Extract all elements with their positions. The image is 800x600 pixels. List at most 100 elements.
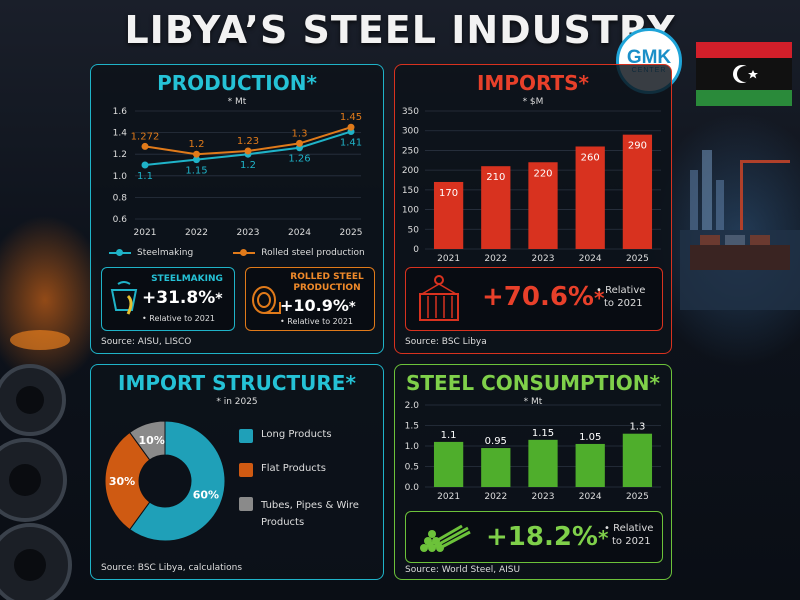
donut-slice bbox=[129, 420, 166, 461]
consumption-data-label: 1.3 bbox=[629, 422, 645, 433]
production-x-tick: 2024 bbox=[288, 228, 311, 238]
rolled-stat-card: ROLLED STEEL PRODUCTION +10.9%* • Relati… bbox=[245, 267, 375, 331]
import-structure-panel: IMPORT STRUCTURE* * in 2025 60% 30% 10% Lo… bbox=[90, 364, 384, 580]
production-data-point bbox=[141, 161, 149, 169]
production-data-label: 1.23 bbox=[237, 136, 259, 147]
production-data-point bbox=[244, 147, 252, 155]
structure-legend: Long Products Flat Products Tubes, Pipes… bbox=[239, 429, 379, 551]
production-data-label: 1.45 bbox=[340, 112, 362, 123]
consumption-source: Source: World Steel, AISU bbox=[405, 565, 521, 575]
legend-tubes-swatch bbox=[239, 497, 253, 511]
imports-x-tick: 2024 bbox=[579, 254, 602, 263]
legend-rolled-swatch bbox=[233, 249, 256, 256]
consumption-y-tick: 1.5 bbox=[405, 422, 419, 432]
donut-slice bbox=[129, 420, 226, 542]
imports-y-tick: 0 bbox=[413, 245, 419, 255]
consumption-bar bbox=[575, 443, 605, 487]
imports-title: IMPORTS* bbox=[476, 71, 589, 95]
consumption-y-tick: 2.0 bbox=[405, 401, 420, 411]
imports-y-tick: 200 bbox=[402, 166, 419, 176]
page-title: LIBYA’S STEEL INDUSTRY bbox=[124, 8, 676, 52]
production-data-label: 1.2 bbox=[240, 160, 256, 171]
consumption-bar bbox=[481, 448, 511, 487]
imports-panel: IMPORTS* * $M 0 50 100 150 200 250 300 350 170 20… bbox=[394, 64, 672, 354]
port-skyline-image bbox=[680, 150, 800, 310]
coil-icon bbox=[252, 286, 281, 314]
imports-x-tick: 2023 bbox=[532, 254, 555, 263]
container-icon bbox=[419, 275, 459, 321]
production-source: Source: AISU, LISCO bbox=[101, 337, 192, 347]
imports-x-tick: 2022 bbox=[484, 254, 507, 263]
imports-x-tick: 2021 bbox=[437, 254, 460, 263]
production-line-chart: 0.6 0.8 1.0 1.2 1.4 1.6 2021 2022 2023 2024 2025 1.… bbox=[113, 107, 363, 238]
imports-unit: * $M bbox=[522, 97, 544, 107]
imports-y-tick: 350 bbox=[402, 107, 419, 117]
production-data-point bbox=[296, 139, 303, 147]
consumption-stat-relative-2: to 2021 bbox=[612, 536, 651, 547]
consumption-panel: STEEL CONSUMPTION* * Mt 0.0 0.5 1.0 1.5 2.0 1… bbox=[394, 364, 672, 580]
consumption-bar bbox=[622, 433, 653, 487]
imports-bar bbox=[433, 181, 464, 249]
consumption-stat-star: * bbox=[598, 526, 609, 550]
imports-y-tick: 250 bbox=[402, 146, 419, 156]
imports-bar bbox=[575, 146, 605, 249]
production-data-label: 1.1 bbox=[137, 171, 153, 182]
donut-slice-label: 10% bbox=[139, 434, 165, 447]
production-panel: PRODUCTION * * Mt 0.6 0.8 1.0 1.2 1.4 1.6 2021 2… bbox=[90, 64, 384, 354]
legend-flat-swatch bbox=[239, 463, 253, 477]
imports-y-tick: 150 bbox=[402, 186, 419, 196]
production-y-tick: 1.6 bbox=[113, 107, 128, 117]
production-data-point bbox=[347, 123, 355, 131]
imports-data-label: 290 bbox=[628, 141, 647, 152]
steelmaking-stat-card: STEELMAKING +31.8%* • Relative to 2021 bbox=[101, 267, 235, 331]
production-unit: * Mt bbox=[227, 97, 247, 107]
production-y-tick: 0.6 bbox=[113, 215, 128, 225]
production-x-tick: 2021 bbox=[134, 228, 157, 238]
production-y-tick: 1.0 bbox=[113, 172, 128, 182]
consumption-bar bbox=[433, 441, 464, 487]
consumption-x-tick: 2024 bbox=[579, 492, 602, 502]
consumption-stat-value: +18.2% bbox=[486, 522, 598, 552]
imports-y-tick: 100 bbox=[402, 206, 419, 216]
consumption-x-tick: 2023 bbox=[532, 492, 555, 502]
consumption-y-tick: 0.0 bbox=[405, 483, 420, 493]
consumption-x-tick: 2025 bbox=[626, 492, 649, 502]
imports-y-tick: 300 bbox=[402, 127, 419, 137]
rolled-stat-label-2: PRODUCTION bbox=[293, 283, 361, 293]
production-data-point bbox=[193, 156, 200, 164]
production-data-label: 1.272 bbox=[131, 131, 160, 142]
production-y-tick: 0.8 bbox=[113, 193, 128, 203]
production-data-label: 1.41 bbox=[340, 138, 362, 149]
consumption-data-label: 1.15 bbox=[532, 428, 554, 439]
imports-bar bbox=[481, 166, 511, 249]
production-x-tick: 2023 bbox=[237, 228, 260, 238]
consumption-data-label: 0.95 bbox=[485, 436, 507, 447]
production-data-label: 1.15 bbox=[185, 166, 207, 177]
legend-tubes-products: Tubes, Pipes & Wire Products bbox=[261, 500, 359, 528]
production-x-tick: 2022 bbox=[185, 228, 208, 238]
donut-slice-label: 30% bbox=[109, 475, 135, 488]
libya-flag-icon bbox=[696, 42, 792, 106]
production-data-label: 1.26 bbox=[288, 154, 310, 165]
donut-slice bbox=[104, 431, 151, 531]
imports-stat-relative-2: to 2021 bbox=[604, 298, 643, 309]
imports-bar bbox=[528, 162, 558, 249]
imports-stat-star: * bbox=[594, 286, 605, 310]
consumption-x-tick: 2021 bbox=[437, 492, 460, 502]
consumption-y-tick: 0.5 bbox=[405, 463, 419, 473]
imports-data-label: 260 bbox=[581, 152, 600, 163]
ladle-icon bbox=[110, 281, 138, 315]
steelmaking-stat-label: STEELMAKING bbox=[151, 274, 223, 284]
legend-steelmaking: Steelmaking bbox=[137, 248, 194, 258]
production-data-label: 1.3 bbox=[292, 128, 308, 139]
production-y-tick: 1.4 bbox=[113, 129, 128, 139]
steelmaking-stat-star: * bbox=[215, 291, 223, 307]
structure-title: IMPORT STRUCTURE* bbox=[118, 371, 356, 395]
imports-bar-chart: 0 50 100 150 200 250 300 350 170 2021 210 2022 220 20… bbox=[402, 107, 661, 263]
production-legend: Steelmaking Rolled steel production bbox=[109, 248, 379, 258]
imports-y-tick: 50 bbox=[408, 225, 420, 235]
imports-x-tick: 2025 bbox=[626, 254, 649, 263]
imports-data-label: 170 bbox=[439, 188, 458, 199]
legend-rolled: Rolled steel production bbox=[261, 248, 365, 258]
production-data-point bbox=[193, 150, 200, 158]
